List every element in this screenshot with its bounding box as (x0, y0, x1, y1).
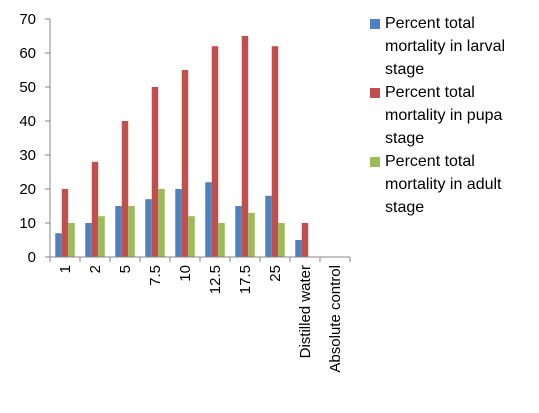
bar (235, 206, 242, 257)
bar (188, 216, 195, 257)
x-tick-label: 7.5 (147, 265, 164, 286)
x-tick-label: Distilled water (297, 265, 314, 358)
bar (301, 223, 309, 257)
bar (265, 195, 272, 257)
bar (115, 206, 122, 257)
bar (158, 189, 165, 257)
y-tick-label: 40 (19, 113, 36, 130)
legend: Percent total mortality in larval stage … (370, 12, 536, 219)
x-tick-label: 2 (87, 265, 104, 273)
y-tick-label: 30 (19, 147, 36, 164)
bar (271, 46, 279, 258)
bar (211, 46, 219, 258)
y-tick-label: 0 (28, 249, 36, 266)
x-axis-ticks: 1 2 5 7.5 10 12.5 17.5 25 Distilled water Absolut… (49, 257, 351, 373)
bar (218, 223, 225, 257)
bar (121, 121, 129, 257)
x-tick-label: 10 (177, 265, 194, 282)
x-tick-label: Absolute control (327, 265, 344, 373)
bar (181, 70, 189, 257)
bar (128, 206, 135, 257)
bar (278, 223, 285, 257)
y-tick-label: 10 (19, 215, 36, 232)
bar (61, 189, 69, 257)
legend-swatch-larval (370, 19, 380, 29)
bar (55, 233, 62, 257)
bars (55, 36, 309, 258)
bar (151, 87, 159, 257)
bar (98, 216, 105, 257)
bar (241, 36, 249, 257)
y-tick-label: 70 (19, 11, 36, 28)
x-tick-label: 25 (267, 265, 284, 282)
x-tick-label: 5 (117, 265, 134, 273)
bar (175, 189, 182, 257)
y-tick-label: 60 (19, 45, 36, 62)
x-tick-label: 1 (57, 265, 74, 273)
bar (145, 199, 152, 257)
bar (295, 240, 302, 257)
bar (68, 223, 75, 257)
x-tick-label: 12.5 (207, 265, 224, 294)
legend-item-adult: Percent total mortality in adult stage (370, 150, 536, 219)
legend-label-pupa: Percent total mortality in pupa stage (385, 84, 503, 147)
bar (91, 161, 99, 257)
bar (248, 212, 255, 257)
bar (85, 223, 92, 257)
legend-label-adult: Percent total mortality in adult stage (385, 153, 502, 216)
y-axis-ticks: 0 10 20 30 40 50 60 70 (19, 11, 50, 266)
legend-swatch-pupa (370, 88, 380, 98)
x-tick-label: 17.5 (237, 265, 254, 294)
legend-item-pupa: Percent total mortality in pupa stage (370, 81, 536, 150)
bar (205, 182, 212, 257)
legend-label-larval: Percent total mortality in larval stage (385, 15, 506, 78)
legend-item-larval: Percent total mortality in larval stage (370, 12, 536, 81)
y-tick-label: 20 (19, 181, 36, 198)
legend-swatch-adult (370, 157, 380, 167)
y-tick-label: 50 (19, 79, 36, 96)
